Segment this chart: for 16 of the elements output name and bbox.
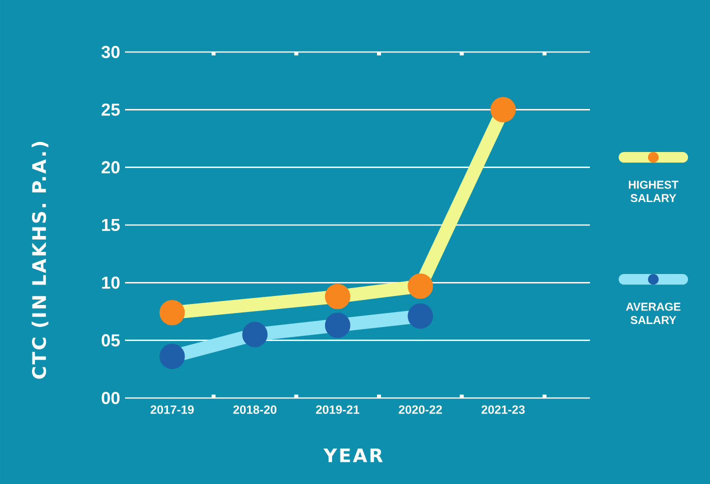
y-tick-label: 25	[102, 104, 120, 116]
x-tick-label: 2021-23	[482, 405, 525, 414]
y-axis-title: CTC (IN LAKHS. P.A.)	[32, 142, 48, 379]
y-tick-label: 15	[102, 218, 120, 232]
x-tick-label: 2017-19	[150, 405, 194, 414]
y-tick-label: 00	[102, 392, 120, 404]
x-tick-label: 2018-20	[233, 405, 276, 414]
x-tick-label: 2020-22	[398, 405, 442, 414]
y-tick-label: 05	[102, 334, 120, 346]
x-tick-label: 2019-21	[316, 405, 360, 414]
text: AVERAGE SALARY	[626, 302, 680, 324]
y-tick-label: 10	[102, 276, 120, 289]
text: HIGHEST SALARY	[628, 180, 678, 202]
y-tick-label: 30	[101, 46, 120, 58]
y-tick-label: 20	[102, 161, 120, 174]
x-axis-title: YEAR	[323, 448, 383, 462]
